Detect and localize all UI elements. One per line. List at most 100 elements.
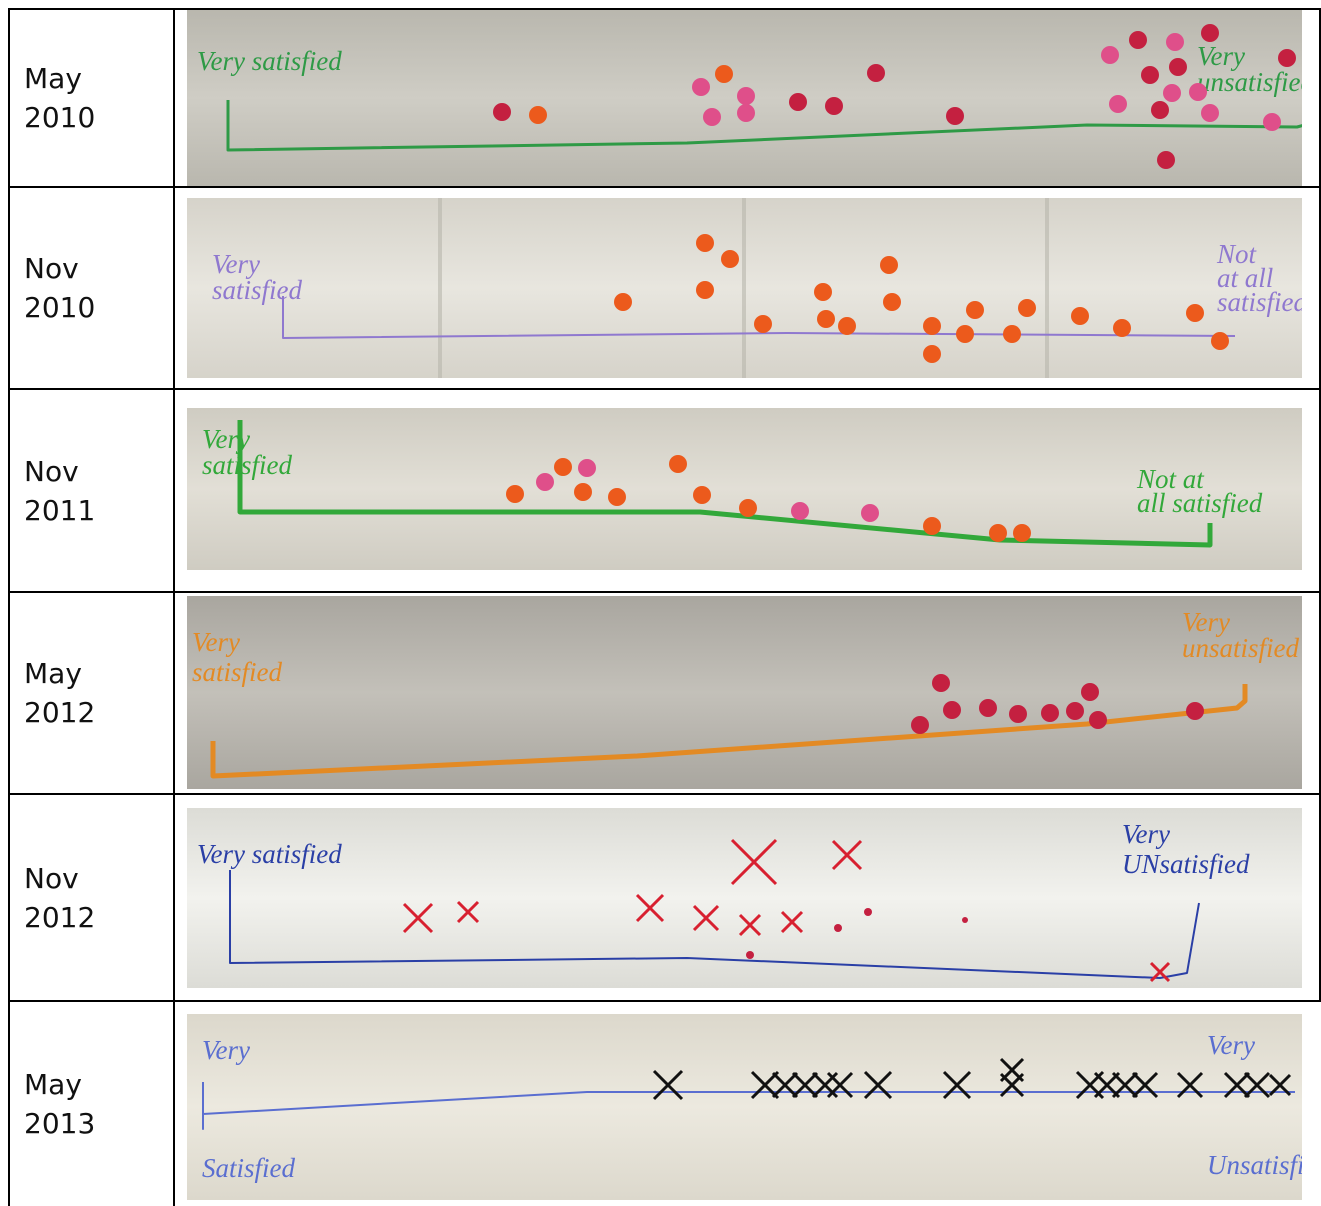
date-month: Nov <box>24 454 79 488</box>
date-cell: Nov 2012 <box>10 795 170 1000</box>
sticker-dot <box>739 499 757 517</box>
paper <box>187 1014 1302 1200</box>
row-border <box>8 186 1321 188</box>
cross-mark <box>456 900 480 924</box>
sticker-dot <box>754 315 772 333</box>
table-border <box>1319 8 1321 1000</box>
cross-mark <box>1176 1071 1204 1099</box>
sticker-dot <box>861 504 879 522</box>
sticker-dot <box>883 293 901 311</box>
sticker-dot <box>1189 83 1207 101</box>
column-divider <box>173 8 175 1206</box>
handwritten-label: Very <box>1182 607 1230 637</box>
handwritten-label: Unsatisfied <box>1207 1150 1302 1180</box>
handwritten-label: unsatisfied <box>1182 633 1300 663</box>
handwritten-label: at all <box>1217 263 1273 293</box>
handwritten-label: Very <box>202 424 250 454</box>
date-month: Nov <box>24 861 79 895</box>
sticker-dot <box>506 485 524 503</box>
handwritten-label: unsatisfied <box>1197 67 1302 97</box>
date-cell: Nov 2010 <box>10 188 170 388</box>
cross-mark <box>780 910 804 934</box>
sticker-dot <box>1157 151 1175 169</box>
sticker-dot <box>746 951 754 959</box>
sticker-dot <box>696 281 714 299</box>
handwritten-label: Very <box>1197 41 1245 71</box>
sticker-dot <box>814 283 832 301</box>
cross-mark <box>831 839 863 871</box>
cross-mark <box>1149 961 1171 983</box>
cross-mark <box>730 838 778 886</box>
sticker-dot <box>825 97 843 115</box>
sticker-dot <box>578 459 596 477</box>
sticker-dot <box>817 310 835 328</box>
row-border <box>8 793 1321 795</box>
sticker-dot <box>867 64 885 82</box>
sticker-dot <box>529 106 547 124</box>
cross-mark <box>1111 1071 1139 1099</box>
photo: Very Satisfied Very Unsatisfied <box>187 1014 1302 1200</box>
date-cell: May 2012 <box>10 593 170 793</box>
sticker-dot <box>1089 711 1107 729</box>
cross-mark <box>635 893 665 923</box>
sticker-dot <box>1066 702 1084 720</box>
sticker-dot <box>943 701 961 719</box>
date-year: 2011 <box>24 493 96 527</box>
sticker-dot <box>1003 325 1021 343</box>
sticker-dot <box>1151 101 1169 119</box>
cross-mark <box>692 904 720 932</box>
scale-line <box>226 100 1302 152</box>
date-month: May <box>24 657 82 690</box>
row-border <box>8 591 1321 593</box>
paper-fold <box>438 198 442 378</box>
sticker-dot <box>737 87 755 105</box>
handwritten-label: satisfied <box>212 275 303 305</box>
sticker-dot <box>1081 683 1099 701</box>
cross-mark <box>1268 1073 1292 1097</box>
sticker-dot <box>1163 84 1181 102</box>
sticker-dot <box>1201 24 1219 42</box>
date-year: 2010 <box>24 101 96 134</box>
cross-mark <box>942 1070 972 1100</box>
cross-mark <box>826 1071 854 1099</box>
paper-fold <box>1045 198 1049 378</box>
sticker-dot <box>864 908 872 916</box>
sticker-dot <box>932 674 950 692</box>
date-year: 2012 <box>24 900 96 934</box>
cross-mark <box>738 913 762 937</box>
sticker-dot <box>536 473 554 491</box>
sticker-dot <box>715 65 733 83</box>
cross-mark <box>1243 1071 1271 1099</box>
sticker-dot <box>1263 113 1281 131</box>
cross-mark <box>791 1071 819 1099</box>
sticker-dot <box>911 716 929 734</box>
sticker-dot <box>1018 299 1036 317</box>
cross-mark <box>750 1070 780 1100</box>
date-cell: May 2010 <box>10 10 170 186</box>
sticker-dot <box>1186 702 1204 720</box>
sticker-dot <box>1166 33 1184 51</box>
cross-mark <box>652 1069 684 1101</box>
sticker-dot <box>574 483 592 501</box>
sticker-dot <box>1071 307 1089 325</box>
cross-mark <box>1223 1071 1251 1099</box>
sticker-dot <box>923 517 941 535</box>
cross-mark <box>771 1071 799 1099</box>
sticker-dot <box>721 250 739 268</box>
handwritten-label: Very <box>202 1035 250 1065</box>
sticker-dot <box>834 924 842 932</box>
handwritten-label: all satisfied <box>1137 488 1263 518</box>
sticker-dot <box>1141 66 1159 84</box>
scale-line <box>237 420 1213 548</box>
sticker-dot <box>1129 31 1147 49</box>
sticker-dot <box>1113 319 1131 337</box>
scale-line <box>202 1082 1295 1130</box>
handwritten-label: Very satisfied <box>197 46 342 76</box>
paper-fold <box>742 198 746 378</box>
sticker-dot <box>966 301 984 319</box>
paper <box>187 596 1302 789</box>
handwritten-label: satisfied <box>1217 287 1302 317</box>
